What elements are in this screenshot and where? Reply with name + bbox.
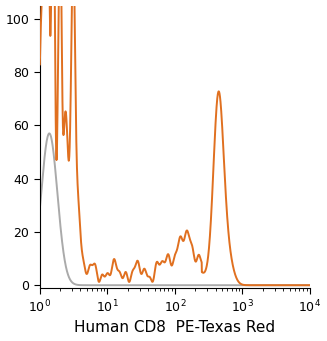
X-axis label: Human CD8  PE-Texas Red: Human CD8 PE-Texas Red	[74, 321, 275, 336]
